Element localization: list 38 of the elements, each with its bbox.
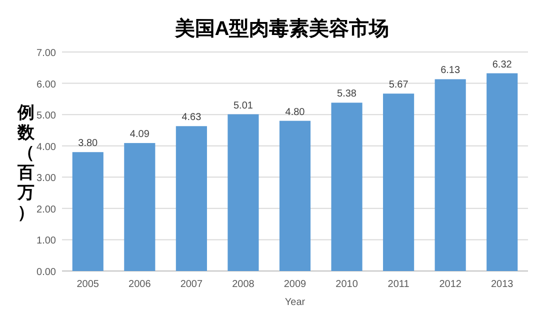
bar bbox=[228, 114, 259, 271]
x-tick-label: 2012 bbox=[439, 279, 462, 290]
bar bbox=[176, 126, 207, 271]
data-label: 6.13 bbox=[440, 65, 460, 76]
y-tick-label: 4.00 bbox=[36, 142, 56, 153]
data-label: 5.38 bbox=[337, 88, 357, 100]
x-tick-label: 2007 bbox=[180, 279, 204, 290]
chart-title: 美国A型肉毒素美容市场 bbox=[174, 17, 390, 40]
bar bbox=[331, 102, 362, 271]
y-tick-label: 0.00 bbox=[36, 267, 56, 278]
bar bbox=[72, 152, 104, 271]
y-tick-label: 1.00 bbox=[36, 236, 56, 247]
data-label: 6.32 bbox=[492, 59, 512, 70]
x-tick-label: 2009 bbox=[284, 279, 307, 290]
data-label: 5.01 bbox=[233, 100, 254, 112]
bar bbox=[486, 73, 518, 271]
y-tick-label: 7.00 bbox=[36, 48, 56, 59]
y-tick-label: 2.00 bbox=[36, 204, 56, 216]
x-tick-label: 2013 bbox=[490, 279, 514, 290]
data-label: 4.80 bbox=[285, 106, 306, 118]
data-label: 3.80 bbox=[78, 138, 98, 150]
data-label: 5.67 bbox=[388, 80, 409, 91]
bar bbox=[124, 143, 156, 271]
y-axis-title: 例数（百万） bbox=[16, 103, 36, 222]
y-tick-label: 3.00 bbox=[36, 173, 56, 184]
bar bbox=[279, 120, 311, 271]
x-tick-label: 2008 bbox=[232, 279, 255, 290]
data-label: 4.63 bbox=[182, 112, 202, 124]
x-axis-title: Year bbox=[284, 297, 306, 308]
y-tick-label: 5.00 bbox=[36, 110, 56, 122]
x-tick-label: 2010 bbox=[336, 279, 358, 290]
y-tick-label: 6.00 bbox=[36, 79, 56, 90]
x-tick-label: 2005 bbox=[76, 279, 100, 290]
x-tick-label: 2006 bbox=[128, 279, 152, 290]
bar bbox=[383, 94, 414, 271]
data-label: 4.09 bbox=[130, 129, 150, 140]
x-tick-label: 2011 bbox=[388, 279, 410, 290]
bar bbox=[434, 79, 466, 271]
